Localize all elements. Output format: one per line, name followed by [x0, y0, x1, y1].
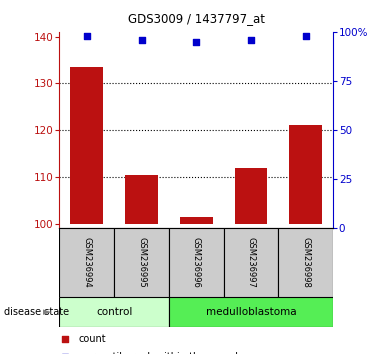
Text: medulloblastoma: medulloblastoma [206, 307, 296, 318]
Text: percentile rank within the sample: percentile rank within the sample [79, 352, 244, 354]
Point [83, 33, 90, 39]
Bar [290, 125, 322, 224]
Text: GSM236997: GSM236997 [247, 238, 255, 288]
Bar [70, 67, 103, 224]
Bar [59, 297, 169, 327]
Point [62, 336, 68, 342]
Point [139, 37, 145, 42]
Bar [180, 217, 213, 224]
Text: ►: ► [43, 307, 52, 318]
Text: GSM236996: GSM236996 [192, 238, 201, 288]
Point [303, 33, 309, 39]
Text: count: count [79, 334, 106, 344]
Point [193, 39, 199, 45]
Text: GDS3009 / 1437797_at: GDS3009 / 1437797_at [128, 12, 265, 25]
Bar [169, 228, 224, 297]
Bar [235, 167, 267, 224]
Text: disease state: disease state [4, 307, 69, 318]
Bar [59, 228, 114, 297]
Text: control: control [96, 307, 132, 318]
Text: GSM236994: GSM236994 [82, 238, 91, 288]
Text: GSM236995: GSM236995 [137, 238, 146, 288]
Bar [114, 228, 169, 297]
Bar [278, 228, 333, 297]
Bar [125, 175, 158, 224]
Bar [224, 228, 278, 297]
Text: GSM236998: GSM236998 [301, 238, 310, 288]
Bar [169, 297, 333, 327]
Point [248, 37, 254, 42]
